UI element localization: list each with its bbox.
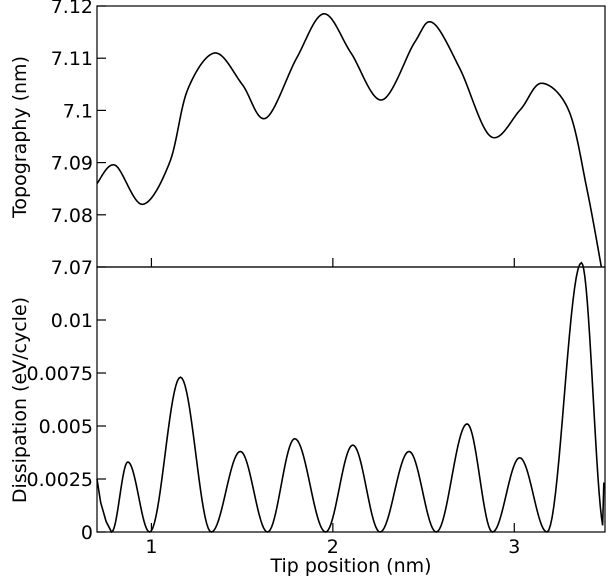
x-tick-label: 1 [145, 536, 157, 558]
dissipation-y-tick-label: 0.005 [39, 416, 93, 438]
topography-line [96, 13, 603, 268]
dissipation-line [96, 261, 605, 534]
topography-y-tick-label: 7.07 [51, 257, 93, 279]
dissipation-plot-frame [96, 266, 606, 533]
topography-y-tick-label: 7.12 [51, 0, 93, 18]
dissipation-y-tick-label: 0.01 [51, 310, 93, 332]
dissipation-y-tick-label: 0 [81, 522, 93, 544]
topography-y-tick-label: 7.09 [51, 153, 93, 175]
topography-y-tick-label: 7.11 [51, 48, 93, 70]
dissipation-y-tick-label: 0.0025 [27, 469, 93, 491]
topography-y-tick-label: 7.1 [63, 100, 93, 122]
dissipation-y-axis-label: Dissipation (eV/cycle) [9, 297, 31, 503]
x-tick-label: 3 [508, 536, 520, 558]
topography-y-tick-label: 7.08 [51, 205, 93, 227]
topography-plot-frame [96, 5, 606, 268]
dissipation-panel: 0 0.0025 0.005 0.0075 0.01 1 2 3 Dissipation (… [9, 261, 606, 577]
dissipation-y-tick-label: 0.0075 [27, 363, 93, 385]
x-axis-label: Tip position (nm) [269, 555, 431, 577]
x-tick-label: 2 [327, 536, 339, 558]
topography-y-axis-label: Topography (nm) [9, 56, 31, 219]
topography-panel: 7.07 7.08 7.09 7.1 7.11 7.12 Topography (nm) [9, 0, 606, 279]
